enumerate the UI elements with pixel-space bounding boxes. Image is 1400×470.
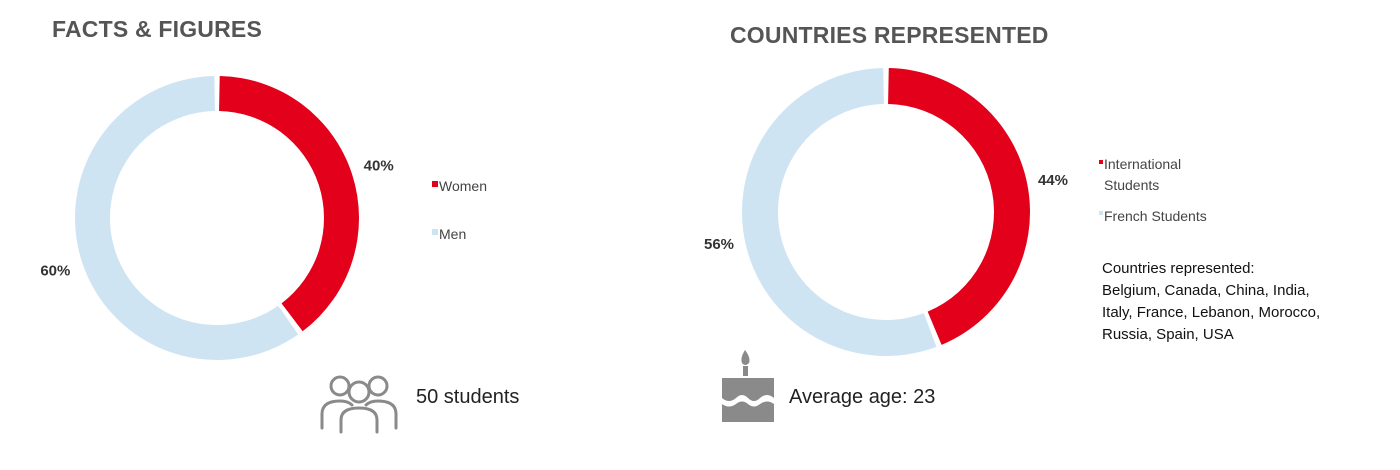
countries-line-3: Russia, Spain, USA: [1102, 326, 1234, 343]
legend-item-french: French Students: [1099, 208, 1207, 224]
legend-item-international: International Students: [1099, 156, 1182, 196]
donut-label-international-students: 44%: [1038, 172, 1068, 189]
legend-label-women: Women: [439, 178, 487, 194]
legend-label-international: International Students: [1104, 156, 1182, 193]
donut-label-french-students: 56%: [704, 236, 734, 253]
legend-item-men: Men: [432, 226, 466, 242]
gender-donut-chart: 40% 60%: [40, 76, 394, 360]
legend-swatch-french: [1099, 211, 1103, 215]
countries-heading: Countries represented:: [1102, 260, 1255, 277]
people-group-icon: [320, 375, 398, 434]
donut-slice-women: [219, 76, 359, 332]
nationality-donut-chart: 44% 56%: [704, 68, 1068, 357]
countries-represented-title: COUNTRIES REPRESENTED: [730, 22, 1049, 48]
countries-line-2: Italy, France, Lebanon, Morocco,: [1102, 304, 1321, 321]
students-count: 50 students: [416, 386, 520, 408]
donut-slice-men: [75, 76, 299, 360]
legend-item-women: Women: [432, 178, 487, 194]
donut-slice-international-students: [888, 68, 1030, 345]
legend-swatch-men: [432, 229, 438, 235]
legend-label-french: French Students: [1104, 208, 1207, 224]
facts-figures-title: FACTS & FIGURES: [52, 16, 263, 42]
average-age: Average age: 23: [789, 386, 936, 408]
donut-label-men: 60%: [40, 263, 70, 280]
legend-label-men: Men: [439, 226, 467, 242]
donut-slice-french-students: [742, 68, 937, 357]
legend-swatch-women: [432, 181, 438, 187]
countries-list-block: Countries represented: Belgium, Canada, …: [1102, 258, 1372, 346]
birthday-cake-icon: [722, 350, 774, 422]
legend-swatch-international: [1099, 160, 1103, 164]
countries-line-1: Belgium, Canada, China, India,: [1102, 282, 1310, 299]
donut-label-women: 40%: [364, 157, 394, 174]
